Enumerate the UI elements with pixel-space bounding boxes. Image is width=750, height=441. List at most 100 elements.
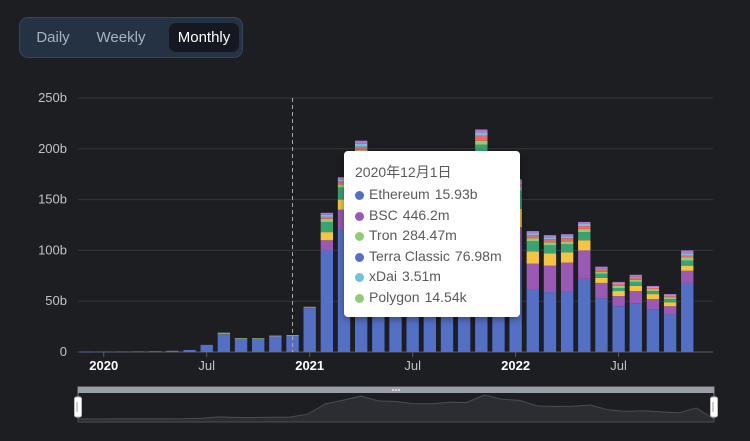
bar-segment[interactable] bbox=[629, 281, 642, 286]
bar-segment[interactable] bbox=[629, 285, 642, 292]
bar-segment[interactable] bbox=[320, 240, 334, 251]
bar-segment[interactable] bbox=[578, 226, 591, 230]
bar-segment[interactable] bbox=[681, 270, 694, 283]
bar-segment[interactable] bbox=[166, 350, 179, 352]
bar-segment[interactable] bbox=[80, 351, 93, 353]
bar-segment[interactable] bbox=[663, 299, 677, 303]
bar-segment[interactable] bbox=[526, 231, 539, 234]
bar-segment[interactable] bbox=[595, 271, 608, 274]
bar-segment[interactable] bbox=[149, 351, 162, 352]
bar-segment[interactable] bbox=[578, 232, 591, 241]
bar-segment[interactable] bbox=[646, 291, 660, 295]
bar-segment[interactable] bbox=[560, 252, 574, 263]
bar-segment[interactable] bbox=[612, 283, 625, 286]
bar-segment[interactable] bbox=[663, 306, 677, 315]
bar-segment[interactable] bbox=[612, 296, 625, 307]
bar-segment[interactable] bbox=[595, 298, 608, 352]
bar-segment[interactable] bbox=[612, 285, 625, 288]
bar-segment[interactable] bbox=[526, 263, 539, 290]
daily-button[interactable]: Daily bbox=[36, 29, 70, 46]
bar-segment[interactable] bbox=[629, 277, 642, 280]
bar-segment[interactable] bbox=[217, 334, 231, 335]
bar-segment[interactable] bbox=[269, 335, 282, 337]
bar-segment[interactable] bbox=[543, 292, 557, 352]
bar-segment[interactable] bbox=[629, 279, 642, 282]
bar-segment[interactable] bbox=[526, 241, 539, 252]
bar-segment[interactable] bbox=[526, 289, 539, 352]
bar-segment[interactable] bbox=[663, 295, 677, 297]
bar-segment[interactable] bbox=[303, 307, 316, 309]
bar-segment[interactable] bbox=[183, 349, 196, 352]
weekly-button[interactable]: Weekly bbox=[96, 29, 146, 46]
bar-segment[interactable] bbox=[578, 250, 591, 279]
bar-segment[interactable] bbox=[595, 282, 608, 299]
bar-segment[interactable] bbox=[560, 236, 574, 239]
bar-segment[interactable] bbox=[663, 302, 677, 307]
bar-segment[interactable] bbox=[646, 286, 660, 288]
bar-segment[interactable] bbox=[646, 285, 660, 287]
bar-segment[interactable] bbox=[595, 273, 608, 278]
bar-segment[interactable] bbox=[578, 240, 591, 251]
bar-segment[interactable] bbox=[303, 308, 316, 352]
bar-segment[interactable] bbox=[681, 257, 694, 261]
bar-segment[interactable] bbox=[663, 314, 677, 352]
bar-segment[interactable] bbox=[560, 238, 574, 242]
bar-segment[interactable] bbox=[595, 266, 608, 269]
bar-segment[interactable] bbox=[252, 338, 265, 339]
bar-segment[interactable] bbox=[612, 281, 625, 283]
bar-segment[interactable] bbox=[629, 291, 642, 304]
bar-segment[interactable] bbox=[646, 309, 660, 352]
bar-segment[interactable] bbox=[543, 235, 557, 238]
bar-segment[interactable] bbox=[543, 239, 557, 243]
bar-segment[interactable] bbox=[578, 278, 591, 352]
bar-segment[interactable] bbox=[269, 335, 282, 337]
bar-segment[interactable] bbox=[475, 135, 488, 141]
bar-segment[interactable] bbox=[234, 338, 248, 352]
bar-segment[interactable] bbox=[526, 251, 539, 264]
bar-segment[interactable] bbox=[475, 132, 488, 136]
bar-segment[interactable] bbox=[354, 146, 368, 150]
bar-segment[interactable] bbox=[475, 140, 488, 145]
bar-segment[interactable] bbox=[320, 218, 334, 222]
bar-segment[interactable] bbox=[663, 294, 677, 296]
bar-segment[interactable] bbox=[663, 297, 677, 300]
bar-segment[interactable] bbox=[114, 351, 128, 353]
bar-segment[interactable] bbox=[97, 351, 110, 353]
bar-segment[interactable] bbox=[320, 212, 334, 215]
bar-segment[interactable] bbox=[543, 242, 557, 246]
bar-segment[interactable] bbox=[646, 287, 660, 290]
bar-segment[interactable] bbox=[681, 250, 694, 254]
bar-segment[interactable] bbox=[629, 274, 642, 277]
monthly-button[interactable]: Monthly bbox=[169, 23, 239, 52]
bar-segment[interactable] bbox=[612, 282, 625, 284]
bar-segment[interactable] bbox=[320, 216, 334, 219]
bar-segment[interactable] bbox=[526, 235, 539, 239]
bar-segment[interactable] bbox=[217, 333, 231, 335]
bar-segment[interactable] bbox=[543, 253, 557, 266]
bar-segment[interactable] bbox=[646, 299, 660, 310]
bar-segment[interactable] bbox=[681, 265, 694, 271]
bar-segment[interactable] bbox=[663, 296, 677, 298]
bar-segment[interactable] bbox=[681, 282, 694, 352]
bar-segment[interactable] bbox=[543, 237, 557, 240]
bar-segment[interactable] bbox=[612, 306, 625, 352]
bar-segment[interactable] bbox=[578, 229, 591, 233]
bar-segment[interactable] bbox=[320, 250, 334, 352]
bar-segment[interactable] bbox=[217, 334, 231, 352]
bar-segment[interactable] bbox=[303, 306, 316, 308]
bar-segment[interactable] bbox=[543, 265, 557, 293]
bar-segment[interactable] bbox=[681, 255, 694, 258]
bar-segment[interactable] bbox=[252, 338, 265, 340]
bar-segment[interactable] bbox=[560, 262, 574, 292]
bar-segment[interactable] bbox=[629, 303, 642, 352]
bar-segment[interactable] bbox=[612, 287, 625, 292]
bar-segment[interactable] bbox=[560, 241, 574, 245]
bar-segment[interactable] bbox=[234, 338, 248, 339]
bar-segment[interactable] bbox=[681, 253, 694, 256]
bar-segment[interactable] bbox=[646, 294, 660, 300]
bar-segment[interactable] bbox=[560, 244, 574, 253]
bar-segment[interactable] bbox=[217, 332, 231, 334]
bar-segment[interactable] bbox=[560, 291, 574, 352]
bar-segment[interactable] bbox=[578, 221, 591, 224]
bar-segment[interactable] bbox=[612, 291, 625, 297]
